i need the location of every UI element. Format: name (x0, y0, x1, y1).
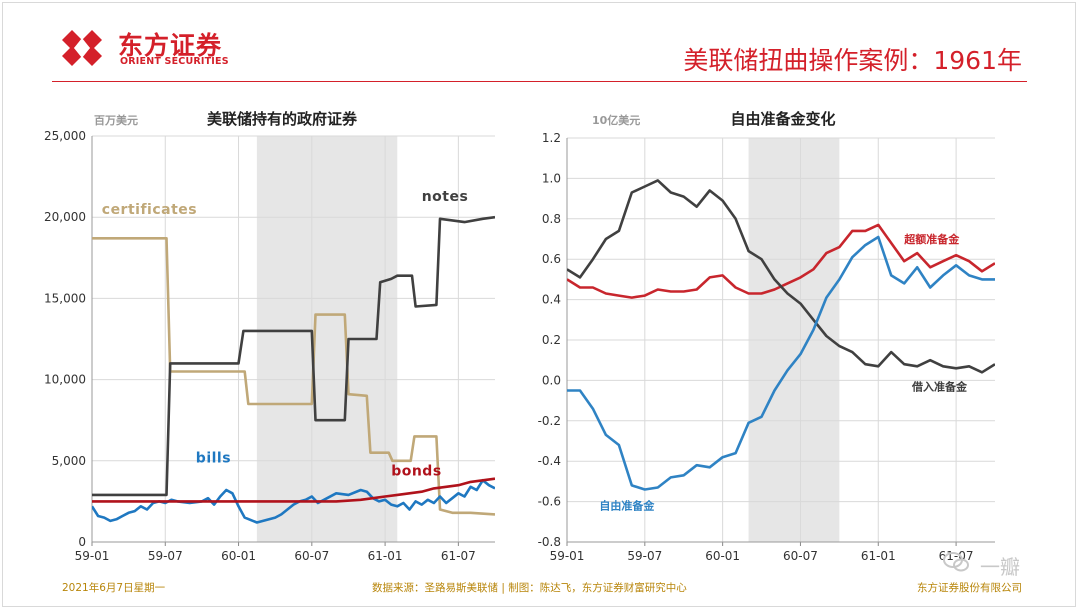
series-label-certificates: certificates (102, 202, 197, 218)
x-tick-label: 59-07 (627, 549, 662, 563)
logo-chinese-text: 东方证券 (118, 31, 223, 60)
orient-securities-logo: 东方证券 ORIENT SECURITIES (52, 24, 252, 70)
chart-unit-label: 10亿美元 (592, 113, 640, 127)
series-line-bonds (92, 477, 495, 503)
series-line-bills (92, 479, 495, 524)
x-tick-label: 59-01 (550, 549, 585, 563)
series-label-notes: notes (422, 189, 469, 205)
x-tick-label: 61-01 (861, 549, 896, 563)
series-label-free_reserves: 自由准备金 (599, 499, 655, 513)
series-line-free_reserves (567, 235, 995, 491)
series-label-excess_reserves: 超额准备金 (903, 232, 960, 246)
y-tick-label: 5,000 (52, 454, 86, 468)
y-tick-label: 0.4 (542, 293, 561, 307)
y-tick-label: 15,000 (44, 291, 86, 305)
series-label-bills: bills (196, 450, 231, 466)
x-tick-label: 61-07 (441, 549, 476, 563)
watermark-text: 一瓣 (980, 555, 1020, 579)
y-tick-label: 25,000 (44, 129, 86, 143)
y-tick-label: 1.2 (542, 131, 561, 145)
y-tick-label: 10,000 (44, 373, 86, 387)
y-tick-label: 1.0 (542, 171, 561, 185)
logo-english-text: ORIENT SECURITIES (120, 56, 229, 67)
y-tick-label: 0.8 (542, 212, 561, 226)
series-line-notes (92, 215, 495, 497)
chart-title: 美联储持有的政府证券 (207, 110, 358, 128)
y-tick-label: -0.4 (538, 454, 561, 468)
x-tick-label: 59-01 (75, 549, 110, 563)
x-tick-label: 60-01 (221, 549, 256, 563)
x-tick-label: 60-07 (783, 549, 818, 563)
footer-company: 东方证券股份有限公司 (917, 582, 1022, 594)
y-tick-label: 0.0 (542, 373, 561, 387)
y-tick-label: -0.8 (538, 535, 561, 549)
slide-title: 美联储扭曲操作案例：1961年 (683, 46, 1022, 75)
x-tick-label: 61-01 (368, 549, 403, 563)
chart-govt-securities: 0 5,000 10,000 15,000 20,000 25,000 59-01 59-07… (44, 110, 495, 563)
watermark: 一瓣 (938, 545, 1058, 581)
footer-date: 2021年6月7日星期一 (62, 582, 166, 594)
series-label-bonds: bonds (391, 463, 441, 479)
x-tick-label: 59-07 (148, 549, 183, 563)
x-tick-label: 60-01 (705, 549, 740, 563)
chart-free-reserves: -0.8 -0.6 -0.4 -0.2 0.0 0.2 0.4 0.6 0.8 1.0 1.2 59-… (538, 110, 995, 563)
y-tick-label: -0.6 (538, 495, 561, 509)
y-tick-label: 0.2 (542, 333, 561, 347)
y-tick-label: 0.6 (542, 252, 561, 266)
x-tick-label: 60-07 (294, 549, 329, 563)
logo-mark-icon (62, 30, 102, 66)
series-label-borrowed_reserves: 借入准备金 (911, 380, 968, 394)
y-tick-label: -0.2 (538, 414, 561, 428)
y-tick-label: 0 (78, 535, 86, 549)
chart-title: 自由准备金变化 (730, 110, 835, 128)
y-tick-label: 20,000 (44, 210, 86, 224)
series-line-borrowed_reserves (567, 179, 995, 374)
wechat-icon (943, 552, 969, 572)
header-divider (52, 81, 1027, 82)
footer-source: 数据来源：圣路易斯美联储 | 制图：陈达飞，东方证券财富研究中心 (372, 582, 687, 594)
chart-unit-label: 百万美元 (94, 113, 138, 127)
